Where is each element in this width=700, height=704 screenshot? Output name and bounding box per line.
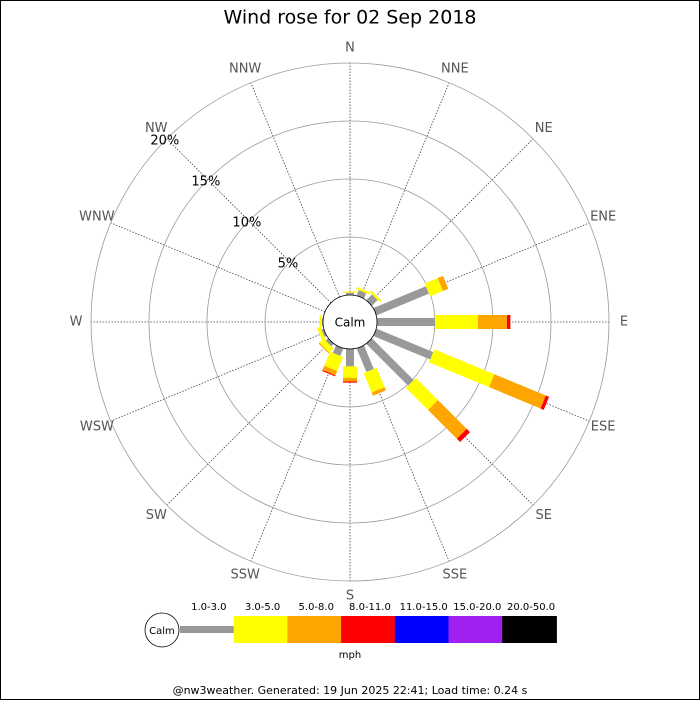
legend-swatch (234, 616, 289, 643)
direction-label: E (620, 315, 628, 330)
chart-title: Wind rose for 02 Sep 2018 (223, 7, 476, 29)
direction-label: ENE (590, 210, 616, 225)
legend-label: 20.0-50.0 (507, 602, 555, 613)
calm-label: Calm (335, 316, 366, 330)
ring-label: 5% (278, 256, 299, 271)
legend-swatch (502, 616, 557, 643)
bar-segment (543, 402, 546, 403)
bar-segment (320, 333, 323, 334)
ring-label: 20% (150, 133, 179, 148)
footer: @nw3weather. Generated: 19 Jun 2025 22:4… (173, 684, 528, 697)
legend-unit: mph (339, 650, 361, 661)
ring-label: 10% (232, 215, 261, 230)
direction-label: NE (535, 121, 553, 136)
direction-label: SE (536, 508, 552, 523)
bar-segment (337, 347, 340, 355)
bar-segment (462, 434, 465, 437)
bar-segment (369, 297, 375, 303)
bar-segment (329, 368, 331, 372)
legend-label: 15.0-20.0 (453, 602, 501, 613)
direction-label: SSE (442, 568, 467, 583)
legend-label: 3.0-5.0 (245, 602, 280, 613)
legend-swatch (341, 616, 396, 643)
direction-label: NNE (441, 61, 469, 76)
legend-swatch (287, 616, 342, 643)
direction-label: N (345, 41, 355, 56)
direction-label: NNW (229, 61, 261, 76)
legend-label: 5.0-8.0 (299, 602, 334, 613)
direction-label: ESE (591, 419, 616, 434)
direction-label: SSW (230, 568, 260, 583)
bar-segment (375, 296, 377, 298)
bar-segment (370, 371, 378, 390)
bar-segment (440, 282, 445, 284)
direction-label: W (70, 315, 83, 330)
legend-label: 8.0-11.0 (349, 602, 391, 613)
direction-label: WNW (79, 210, 115, 225)
bar-segment (427, 285, 440, 290)
legend-swatch (180, 626, 235, 633)
bar-segment (360, 292, 362, 297)
legend-label: 1.0-3.0 (191, 602, 226, 613)
legend-calm-label: Calm (149, 626, 175, 637)
bar-segment (324, 348, 325, 349)
bar-segment (363, 290, 364, 292)
ring-label: 15% (191, 174, 220, 189)
bar-segment (378, 390, 379, 393)
bar-segment (328, 341, 330, 343)
bar-segment (324, 344, 328, 348)
direction-label: SW (146, 508, 167, 523)
direction-label: WSW (80, 419, 114, 434)
legend-label: 11.0-15.0 (400, 602, 448, 613)
bar-segment (331, 354, 337, 368)
legend-swatch (449, 616, 504, 643)
legend-swatch (395, 616, 450, 643)
